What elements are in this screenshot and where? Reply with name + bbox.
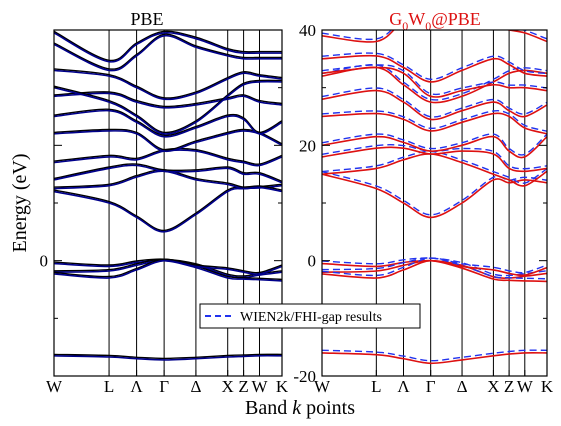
gw-x-tick-label: X <box>487 377 499 396</box>
pbe-reference-band <box>54 258 282 278</box>
pbe-band-line <box>54 130 282 153</box>
gw-bands <box>322 30 547 365</box>
pbe-reference-band <box>54 68 282 99</box>
gw-reference-band <box>322 133 547 156</box>
gw-reference-band <box>322 150 547 185</box>
gw-reference-band <box>322 170 547 216</box>
pbe-band-line <box>54 149 282 167</box>
pbe-y-tick-label: 0 <box>40 252 49 271</box>
pbe-reference-band <box>54 33 282 70</box>
gw-reference-band <box>322 257 547 277</box>
pbe-band-line <box>54 69 282 101</box>
gw-x-tick-label: Λ <box>397 377 410 396</box>
gw-reference-band <box>322 87 547 118</box>
pbe-x-tick-label: W <box>251 377 268 396</box>
pbe-reference-band <box>54 91 282 108</box>
pbe-x-tick-label: Λ <box>130 377 143 396</box>
legend: WIEN2k/FHI-gap results <box>199 303 421 329</box>
pbe-band-line <box>54 259 282 279</box>
gw-reference-band <box>322 349 547 362</box>
gw-band-line <box>322 259 547 280</box>
pbe-x-tick-label: K <box>276 377 289 396</box>
pbe-x-tick-label: W <box>46 377 63 396</box>
gw-y-tick-label: 0 <box>308 252 317 271</box>
pbe-band-line <box>54 184 282 233</box>
gw-band-line <box>322 30 547 43</box>
gw-band-line <box>322 89 547 121</box>
pbe-band-line <box>54 259 282 282</box>
pbe-bands <box>54 30 282 361</box>
pbe-band-line <box>54 109 282 138</box>
pbe-x-tick-label: Γ <box>159 377 169 396</box>
gw-x-tick-label: W <box>517 377 534 396</box>
gw-x-tick-label: Δ <box>457 377 468 396</box>
pbe-reference-band <box>54 79 282 134</box>
y-axis-label: Energy (eV) <box>9 153 31 252</box>
pbe-x-tick-label: Δ <box>190 377 201 396</box>
gw-band-line <box>322 153 547 187</box>
gw-reference-band <box>322 257 547 280</box>
pbe-band-line <box>54 34 282 72</box>
pbe-reference-band <box>54 147 282 165</box>
pbe-reference-band <box>54 183 282 232</box>
pbe-reference-band <box>54 108 282 136</box>
gw-band-line <box>322 352 547 365</box>
right-panel-title: G0W0@PBE <box>389 9 481 33</box>
gw-band-line <box>322 259 547 279</box>
pbe-reference-band <box>54 163 282 183</box>
gw-reference-band <box>322 257 547 277</box>
pbe-band-line <box>54 170 282 193</box>
gw-reference-band <box>322 52 547 81</box>
gw-band-line <box>322 66 547 98</box>
pbe-band-line <box>54 80 282 135</box>
gw-reference-band <box>322 110 547 132</box>
gw-band-line <box>322 112 547 135</box>
legend-box <box>199 303 421 329</box>
gw-x-tick-label: Z <box>504 377 514 396</box>
gw-reference-band <box>322 64 547 96</box>
pbe-panel: W L Λ Γ Δ X Z W K0 <box>40 29 289 396</box>
pbe-x-tick-label: Z <box>238 377 248 396</box>
x-axis-label: Band k points <box>245 397 355 419</box>
pbe-band-line <box>54 31 282 63</box>
gw-band-line <box>322 146 547 173</box>
gw-x-tick-label: K <box>541 377 554 396</box>
left-panel-title: PBE <box>130 9 163 29</box>
pbe-reference-band <box>54 353 282 360</box>
pbe-band-line <box>54 92 282 109</box>
gw-y-tick-label: 40 <box>299 21 316 40</box>
gw-y-tick-label: 20 <box>299 136 316 155</box>
pbe-reference-band <box>54 169 282 191</box>
gw-band-line <box>322 259 547 283</box>
pbe-band-line <box>54 164 282 184</box>
gw-band-line <box>322 135 547 159</box>
gw-band-line <box>322 173 547 219</box>
pbe-reference-band <box>54 30 282 62</box>
pbe-x-tick-label: L <box>104 377 114 396</box>
legend-label: WIEN2k/FHI-gap results <box>240 310 382 325</box>
gw-x-tick-label: W <box>314 377 331 396</box>
gw-x-tick-label: Γ <box>426 377 436 396</box>
pbe-band-line <box>54 354 282 361</box>
gw-y-tick-label: -20 <box>293 367 316 386</box>
gw-x-tick-label: L <box>371 377 381 396</box>
gw-band-line <box>322 54 547 83</box>
pbe-x-tick-label: X <box>222 377 234 396</box>
